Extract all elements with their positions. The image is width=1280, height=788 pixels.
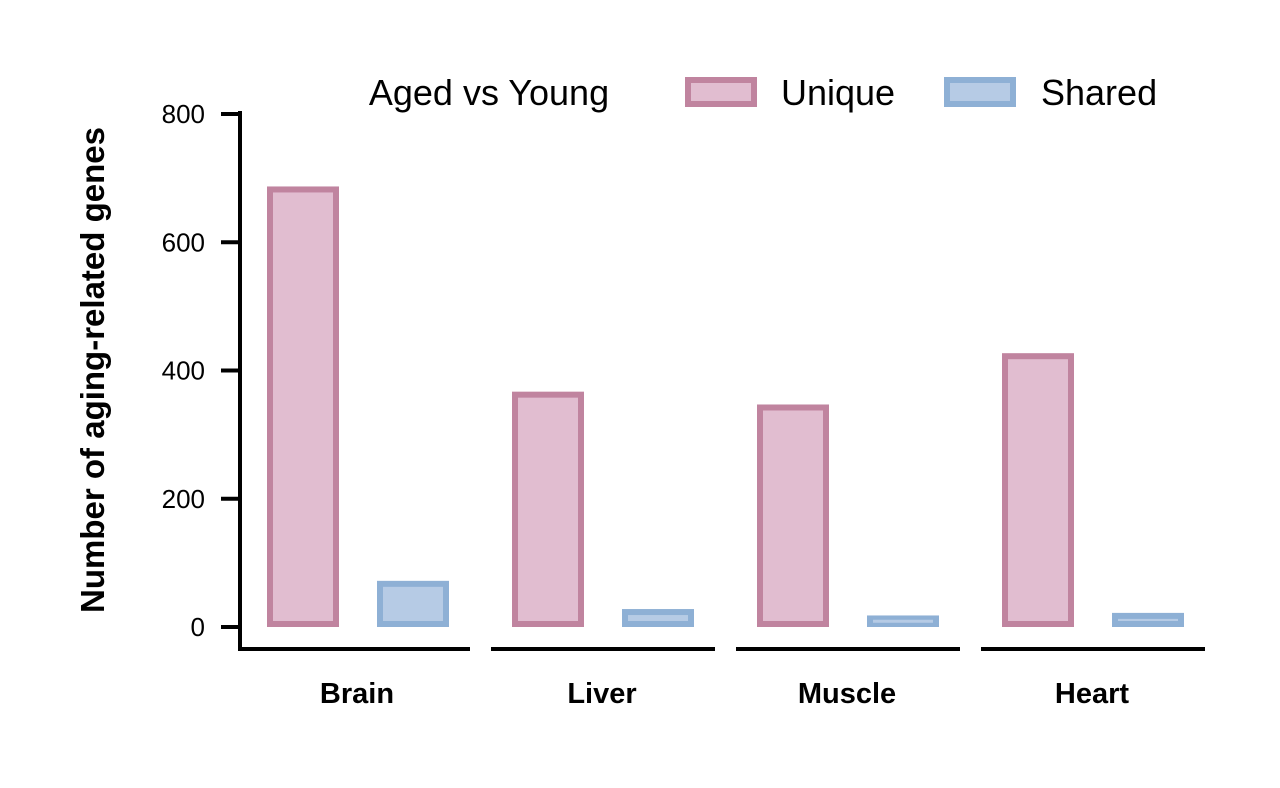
legend-swatch-shared	[944, 77, 1016, 107]
legend: Aged vs Young Unique Shared	[369, 72, 1157, 113]
axes-group: 0 200 400 600 800 Number of aging-related gen…	[74, 99, 1205, 651]
y-tick-label-0: 0	[191, 612, 205, 642]
legend-swatch-unique	[685, 77, 757, 107]
bar-shared-liver	[622, 609, 694, 627]
y-tick-label-400: 400	[162, 356, 205, 386]
bar-shared-heart	[1112, 612, 1184, 628]
bar-shared-brain	[377, 580, 449, 628]
x-tick-label-liver: Liver	[567, 678, 636, 710]
y-axis-title: Number of aging-related genes	[74, 127, 111, 613]
x-tick-label-brain: Brain	[320, 678, 394, 710]
bar-unique-muscle	[757, 404, 829, 627]
bars-group	[267, 186, 1184, 628]
bar-unique-brain	[267, 186, 339, 627]
legend-label-unique: Unique	[781, 72, 895, 113]
bar-unique-heart	[1002, 353, 1074, 627]
legend-title: Aged vs Young	[369, 72, 609, 113]
x-tick-label-muscle: Muscle	[798, 678, 896, 710]
bar-unique-liver	[512, 391, 584, 627]
x-tick-label-heart: Heart	[1055, 678, 1129, 710]
legend-label-shared: Shared	[1041, 72, 1157, 113]
y-tick-label-200: 200	[162, 484, 205, 514]
y-tick-label-600: 600	[162, 227, 205, 257]
labels-group: Brain Liver Muscle Heart	[320, 678, 1129, 710]
y-tick-label-800: 800	[162, 99, 205, 129]
